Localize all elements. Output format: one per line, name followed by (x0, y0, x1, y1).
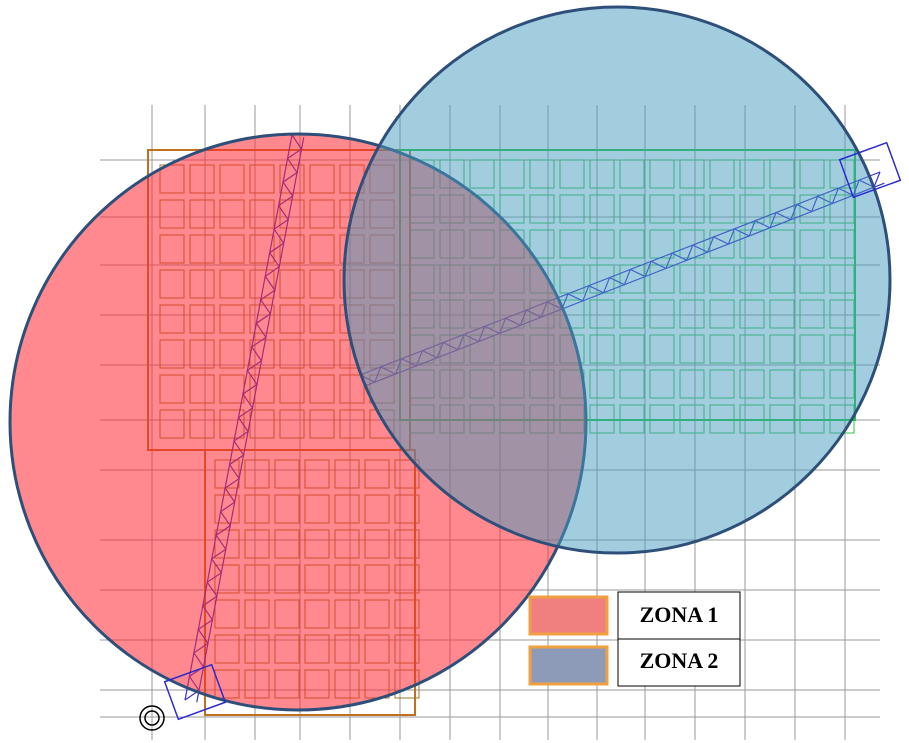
zone-2-area (344, 7, 890, 553)
legend: ZONA 1 ZONA 2 (530, 592, 740, 686)
legend-swatch (530, 597, 607, 634)
legend-swatch (530, 647, 607, 684)
zone-plan: ZONA 1 ZONA 2 (0, 0, 909, 743)
legend-label: ZONA 2 (640, 648, 719, 673)
legend-label: ZONA 1 (640, 602, 719, 627)
